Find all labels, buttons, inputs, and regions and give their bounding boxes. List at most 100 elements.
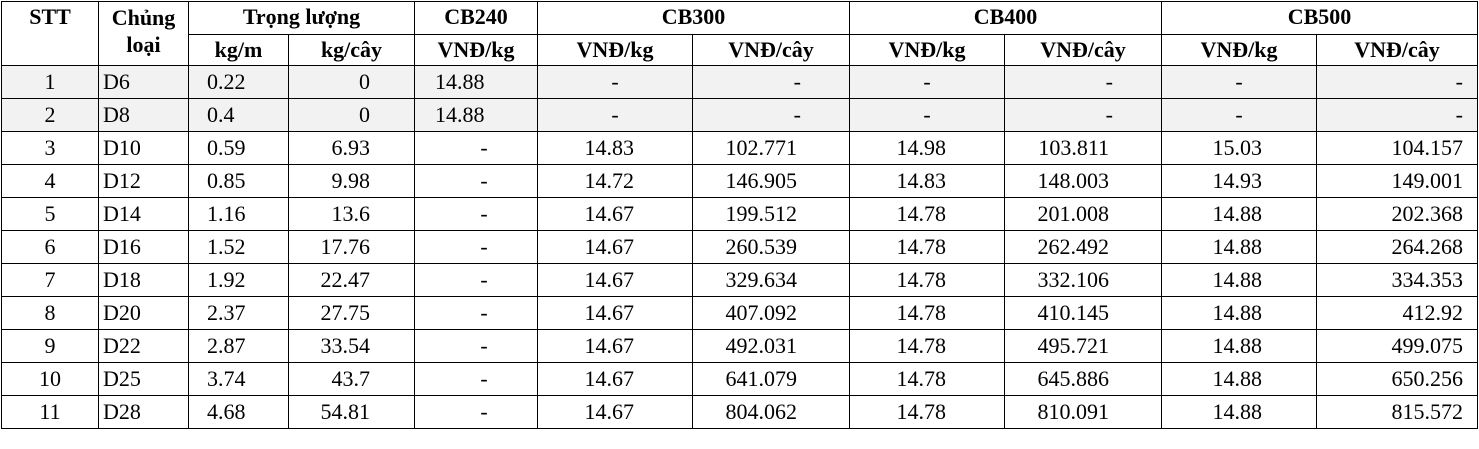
cell-cb400-vnd-cay: - bbox=[1004, 65, 1162, 99]
cell-cb240-vnd-kg: - bbox=[414, 197, 538, 231]
table-body: 1 D6 0.22 0 14.88- - - - - -2 D8 0.4 0 14.88- - - - - -3 D1… bbox=[1, 65, 1478, 429]
cell-cb500-vnd-kg: 14.88 bbox=[1161, 362, 1317, 396]
cell-kg-cay: 22.47 bbox=[288, 263, 415, 297]
cell-cb400-vnd-kg: 14.78 bbox=[849, 395, 1005, 429]
header-kg-m: kg/m bbox=[188, 34, 289, 66]
header-cb240-vnd-kg: VNĐ/kg bbox=[414, 34, 538, 66]
cell-cb400-vnd-kg: 14.98 bbox=[849, 131, 1005, 165]
cell-cb400-vnd-cay: 148.003 bbox=[1004, 164, 1162, 198]
cell-cb400-vnd-cay: 810.091 bbox=[1004, 395, 1162, 429]
table-header: STT Chủng loại Trọng lượng CB240 CB300 CB… bbox=[1, 1, 1478, 66]
cell-stt: 2 bbox=[1, 98, 99, 132]
header-stt: STT bbox=[1, 1, 99, 66]
cell-cb400-vnd-cay: 332.106 bbox=[1004, 263, 1162, 297]
table-row: 6 D16 1.52 17.76-14.67 260.539 14.78 262.492 14… bbox=[1, 230, 1478, 264]
cell-cb500-vnd-kg: 14.88 bbox=[1161, 197, 1317, 231]
cell-cb300-vnd-cay: 260.539 bbox=[692, 230, 850, 264]
cell-cb400-vnd-kg: - bbox=[849, 98, 1005, 132]
cell-cb300-vnd-kg: 14.67 bbox=[537, 197, 693, 231]
cell-cb240-vnd-kg: - bbox=[414, 164, 538, 198]
cell-type: D10 bbox=[98, 131, 189, 165]
cell-type: D14 bbox=[98, 197, 189, 231]
cell-kg-m: 0.4 bbox=[188, 98, 289, 132]
cell-cb500-vnd-kg: - bbox=[1161, 65, 1317, 99]
cell-kg-m: 2.37 bbox=[188, 296, 289, 330]
cell-cb500-vnd-kg: - bbox=[1161, 98, 1317, 132]
cell-cb300-vnd-cay: 804.062 bbox=[692, 395, 850, 429]
cell-kg-m: 2.87 bbox=[188, 329, 289, 363]
cell-cb500-vnd-cay: - bbox=[1316, 98, 1478, 132]
cell-stt: 6 bbox=[1, 230, 99, 264]
cell-cb240-vnd-kg: - bbox=[414, 263, 538, 297]
cell-cb300-vnd-kg: 14.67 bbox=[537, 329, 693, 363]
cell-kg-m: 4.68 bbox=[188, 395, 289, 429]
header-chung-loai: Chủng loại bbox=[98, 1, 189, 66]
cell-cb500-vnd-cay: 149.001 bbox=[1316, 164, 1478, 198]
cell-cb300-vnd-cay: - bbox=[692, 65, 850, 99]
cell-cb400-vnd-cay: 495.721 bbox=[1004, 329, 1162, 363]
header-cb500-vnd-kg: VNĐ/kg bbox=[1161, 34, 1317, 66]
cell-cb400-vnd-kg: 14.78 bbox=[849, 329, 1005, 363]
cell-stt: 4 bbox=[1, 164, 99, 198]
cell-cb300-vnd-cay: 102.771 bbox=[692, 131, 850, 165]
cell-cb400-vnd-cay: 201.008 bbox=[1004, 197, 1162, 231]
cell-kg-cay: 0 bbox=[288, 65, 415, 99]
cell-cb500-vnd-cay: 264.268 bbox=[1316, 230, 1478, 264]
cell-type: D20 bbox=[98, 296, 189, 330]
cell-stt: 9 bbox=[1, 329, 99, 363]
cell-kg-cay: 17.76 bbox=[288, 230, 415, 264]
cell-stt: 5 bbox=[1, 197, 99, 231]
cell-stt: 11 bbox=[1, 395, 99, 429]
cell-stt: 1 bbox=[1, 65, 99, 99]
header-cb400-vnd-cay: VNĐ/cây bbox=[1004, 34, 1162, 66]
cell-cb300-vnd-cay: 199.512 bbox=[692, 197, 850, 231]
cell-kg-m: 0.22 bbox=[188, 65, 289, 99]
cell-kg-m: 0.85 bbox=[188, 164, 289, 198]
cell-cb300-vnd-cay: 641.079 bbox=[692, 362, 850, 396]
cell-cb500-vnd-cay: 202.368 bbox=[1316, 197, 1478, 231]
table-row: 10 D25 3.74 43.7-14.67 641.079 14.78 645.886 14… bbox=[1, 362, 1478, 396]
cell-cb400-vnd-kg: 14.78 bbox=[849, 263, 1005, 297]
cell-cb500-vnd-cay: 650.256 bbox=[1316, 362, 1478, 396]
cell-cb400-vnd-kg: 14.78 bbox=[849, 230, 1005, 264]
table-row: 5 D14 1.16 13.6-14.67 199.512 14.78 201.008 14.… bbox=[1, 197, 1478, 231]
cell-kg-m: 1.52 bbox=[188, 230, 289, 264]
cell-cb400-vnd-kg: 14.78 bbox=[849, 362, 1005, 396]
cell-cb400-vnd-kg: 14.78 bbox=[849, 296, 1005, 330]
cell-cb240-vnd-kg: - bbox=[414, 296, 538, 330]
cell-cb240-vnd-kg: - bbox=[414, 362, 538, 396]
cell-stt: 3 bbox=[1, 131, 99, 165]
header-cb300-vnd-kg: VNĐ/kg bbox=[537, 34, 693, 66]
header-cb300-vnd-cay: VNĐ/cây bbox=[692, 34, 850, 66]
cell-type: D25 bbox=[98, 362, 189, 396]
cell-stt: 10 bbox=[1, 362, 99, 396]
cell-cb500-vnd-cay: - bbox=[1316, 65, 1478, 99]
cell-type: D28 bbox=[98, 395, 189, 429]
cell-cb240-vnd-kg: - bbox=[414, 395, 538, 429]
cell-cb400-vnd-kg: 14.83 bbox=[849, 164, 1005, 198]
cell-type: D22 bbox=[98, 329, 189, 363]
table-row: 2 D8 0.4 0 14.88- - - - - - bbox=[1, 98, 1478, 132]
cell-kg-cay: 13.6 bbox=[288, 197, 415, 231]
cell-cb500-vnd-cay: 412.92 bbox=[1316, 296, 1478, 330]
header-cb500: CB500 bbox=[1161, 1, 1478, 35]
cell-kg-cay: 43.7 bbox=[288, 362, 415, 396]
cell-cb500-vnd-kg: 14.88 bbox=[1161, 329, 1317, 363]
cell-cb400-vnd-cay: 103.811 bbox=[1004, 131, 1162, 165]
cell-cb300-vnd-cay: - bbox=[692, 98, 850, 132]
cell-kg-m: 3.74 bbox=[188, 362, 289, 396]
price-table: STT Chủng loại Trọng lượng CB240 CB300 CB… bbox=[1, 1, 1478, 429]
cell-stt: 7 bbox=[1, 263, 99, 297]
cell-kg-cay: 0 bbox=[288, 98, 415, 132]
header-cb300: CB300 bbox=[537, 1, 850, 35]
cell-kg-cay: 54.81 bbox=[288, 395, 415, 429]
cell-cb240-vnd-kg: - bbox=[414, 230, 538, 264]
header-cb400: CB400 bbox=[849, 1, 1162, 35]
cell-cb400-vnd-kg: 14.78 bbox=[849, 197, 1005, 231]
cell-cb300-vnd-cay: 146.905 bbox=[692, 164, 850, 198]
cell-kg-m: 1.16 bbox=[188, 197, 289, 231]
cell-cb300-vnd-kg: 14.72 bbox=[537, 164, 693, 198]
cell-cb400-vnd-cay: 410.145 bbox=[1004, 296, 1162, 330]
cell-cb500-vnd-kg: 14.93 bbox=[1161, 164, 1317, 198]
cell-cb500-vnd-kg: 15.03 bbox=[1161, 131, 1317, 165]
